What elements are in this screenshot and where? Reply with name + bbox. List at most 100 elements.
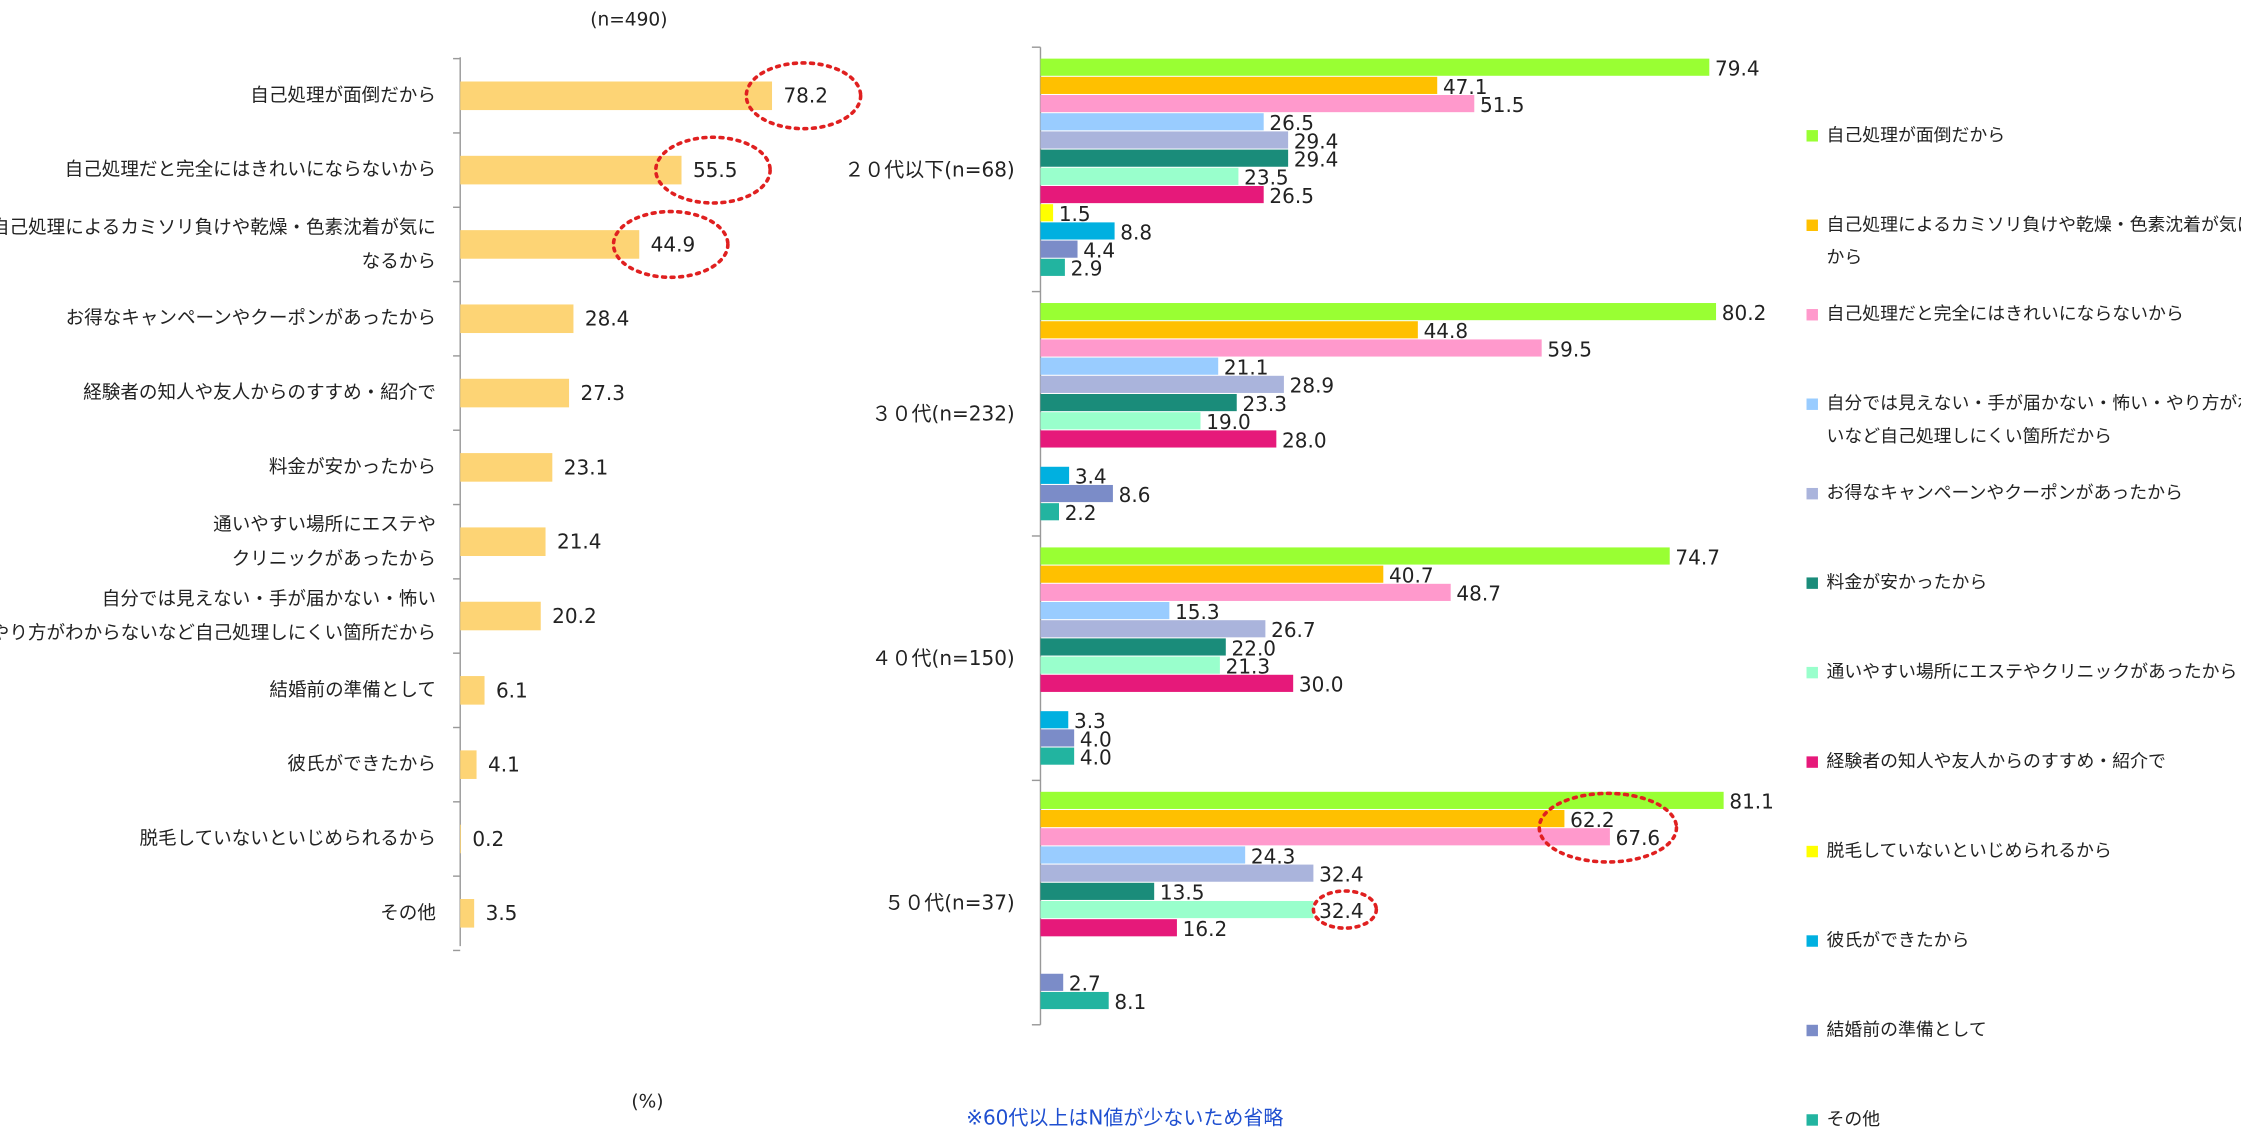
- value-label: 74.7: [1675, 545, 1720, 569]
- bar: [1040, 95, 1475, 113]
- value-label: 44.8: [1424, 319, 1469, 343]
- category-label: 経験者の知人や友人からのすすめ・紹介で: [83, 383, 436, 404]
- legend-swatch: [1806, 487, 1818, 500]
- highlight: [1537, 791, 1679, 864]
- bar: [1040, 357, 1219, 375]
- category-label: お得なキャンペーンやクーポンがあったから: [66, 308, 436, 329]
- legend-label: 料金が安かったから: [1827, 572, 1988, 593]
- value-label: 3.4: [1075, 465, 1107, 489]
- bar: [1040, 547, 1670, 565]
- legend-label: 自己処理によるカミソリ負けや乾燥・色素沈着が気になるから: [1827, 214, 2241, 268]
- bar: [460, 230, 640, 259]
- category-label: 結婚前の準備として: [269, 680, 436, 701]
- group-label: ２０代以下(n=68): [844, 157, 1015, 181]
- bar: [460, 453, 553, 482]
- bar: [460, 601, 541, 631]
- value-label: 23.1: [564, 455, 609, 479]
- group-label: ４０代(n=150): [872, 646, 1015, 670]
- category-label: 自己処理によるカミソリ負けや乾燥・色素沈着が気になるから: [0, 217, 436, 272]
- value-label: 0.2: [472, 827, 504, 851]
- value-label: 15.3: [1175, 600, 1220, 624]
- bar: [460, 155, 682, 185]
- category-label: 自己処理が面倒だから: [250, 85, 436, 106]
- value-label: 20.2: [552, 604, 597, 628]
- value-label: 55.5: [693, 158, 738, 182]
- value-label: 4.0: [1080, 727, 1112, 751]
- value-label: 30.0: [1299, 673, 1344, 697]
- value-label: 21.3: [1226, 655, 1271, 679]
- legend-label: 脱毛していないといじめられるから: [1827, 841, 2112, 862]
- bar: [1040, 919, 1177, 937]
- highlight: [611, 209, 730, 280]
- legend-swatch: [1806, 219, 1818, 231]
- value-label: 8.6: [1119, 483, 1151, 507]
- value-label: 21.1: [1224, 356, 1269, 380]
- value-label: 29.4: [1294, 148, 1339, 172]
- bar: [1040, 393, 1237, 412]
- bar: [1040, 375, 1284, 393]
- value-label: 2.2: [1065, 501, 1097, 525]
- value-label: 19.0: [1206, 410, 1251, 434]
- value-label: 26.5: [1269, 111, 1314, 135]
- value-label: 51.5: [1480, 93, 1525, 117]
- value-label: 26.5: [1269, 184, 1314, 208]
- value-label: 23.3: [1242, 392, 1287, 416]
- value-label: 24.3: [1251, 844, 1296, 868]
- legend-swatch: [1806, 756, 1818, 768]
- legend-swatch: [1806, 398, 1818, 410]
- category-label: 脱毛していないといじめられるから: [139, 828, 435, 849]
- value-label: 28.0: [1282, 428, 1327, 452]
- group-label: ３０代(n=232): [872, 402, 1015, 426]
- bar: [1040, 113, 1264, 131]
- value-label: 8.1: [1114, 990, 1146, 1014]
- bar: [1040, 747, 1075, 765]
- value-label: 4.0: [1080, 745, 1112, 769]
- bar: [1040, 131, 1289, 149]
- bar: [1040, 412, 1201, 430]
- value-label: 26.7: [1271, 618, 1316, 642]
- bar: [1040, 900, 1314, 919]
- bar: [460, 304, 574, 334]
- bar: [1040, 222, 1115, 240]
- bar: [1040, 602, 1170, 620]
- value-label: 78.2: [783, 84, 828, 108]
- bar: [1040, 185, 1264, 204]
- legend-label: 自己処理だと完全にはきれいにならないから: [1827, 304, 2184, 325]
- bar: [460, 750, 477, 779]
- bar: [1040, 321, 1418, 339]
- value-label: 6.1: [496, 678, 528, 702]
- value-label: 2.9: [1071, 257, 1103, 281]
- sample-size: (n=490): [590, 10, 667, 31]
- value-label: 3.5: [486, 901, 518, 925]
- category-label: 自分では見えない・手が届かない・怖い・やり方がわからないなど自己処理しにくい箇所…: [0, 588, 436, 643]
- bar: [1040, 503, 1059, 521]
- bar: [1040, 76, 1438, 94]
- legend-swatch: [1806, 577, 1818, 589]
- legend-label: 通いやすい場所にエステやクリニックがあったから: [1827, 662, 2238, 683]
- value-label: 80.2: [1722, 301, 1767, 325]
- value-label: 22.0: [1232, 636, 1277, 660]
- value-label: 40.7: [1389, 564, 1434, 588]
- bar: [1040, 991, 1109, 1010]
- legend-swatch: [1806, 666, 1818, 679]
- bar: [1040, 240, 1078, 258]
- highlight: [653, 135, 772, 205]
- value-label: 62.2: [1570, 808, 1615, 832]
- legend-swatch: [1806, 130, 1818, 142]
- legend-label: 彼氏ができたから: [1827, 930, 1970, 951]
- value-label: 27.3: [580, 381, 625, 405]
- category-label: 彼氏ができたから: [287, 754, 436, 775]
- value-label: 44.9: [651, 232, 696, 256]
- bar: [1040, 729, 1075, 747]
- highlight: [1311, 889, 1379, 930]
- bar: [1040, 810, 1565, 828]
- group-label: ５０代(n=37): [884, 891, 1015, 915]
- legend-label: お得なキャンペーンやクーポンがあったから: [1827, 483, 2183, 504]
- value-label: 59.5: [1547, 337, 1592, 361]
- bar: [460, 824, 462, 854]
- bar: [1040, 656, 1220, 674]
- bar: [1040, 846, 1246, 864]
- category-label: 料金が安かったから: [269, 457, 436, 478]
- legend-swatch: [1806, 935, 1818, 947]
- value-label: 28.9: [1290, 374, 1335, 398]
